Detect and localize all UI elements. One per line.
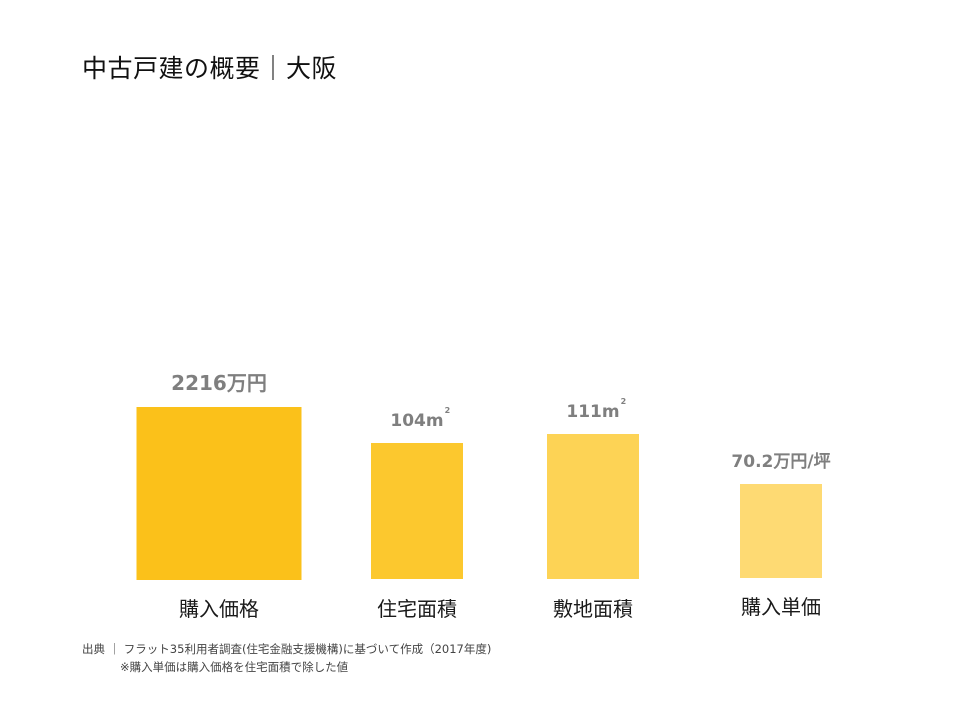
category-label-1: 購入価格 (179, 597, 259, 621)
source-line: 出典 ｜ フラット35利用者調査(住宅金融支援機構)に基づいて作成（2017年度… (82, 642, 492, 656)
category-label-3: 敷地面積 (553, 597, 633, 621)
bar-4 (740, 484, 822, 578)
source-note: 出典 ｜ フラット35利用者調査(住宅金融支援機構)に基づいて作成（2017年度… (82, 640, 491, 676)
category-label-4: 購入単価 (741, 595, 821, 619)
category-label-2: 住宅面積 (377, 597, 457, 621)
data-label-3: 111m (566, 402, 619, 422)
data-label-4: 70.2万円/坪 (731, 452, 830, 472)
bar-3 (547, 434, 639, 579)
bar-1 (136, 407, 302, 580)
data-label-2: 104m (390, 411, 443, 431)
bar-2 (371, 443, 463, 579)
chart-title: 中古戸建の概要｜大阪 (82, 54, 338, 83)
footnote-line: ※購入単価は購入価格を住宅面積で除した値 (120, 660, 349, 674)
data-label-superscript-2: 2 (445, 406, 451, 415)
data-label-1: 2216万円 (171, 371, 267, 395)
data-label-superscript-3: 2 (621, 397, 627, 406)
